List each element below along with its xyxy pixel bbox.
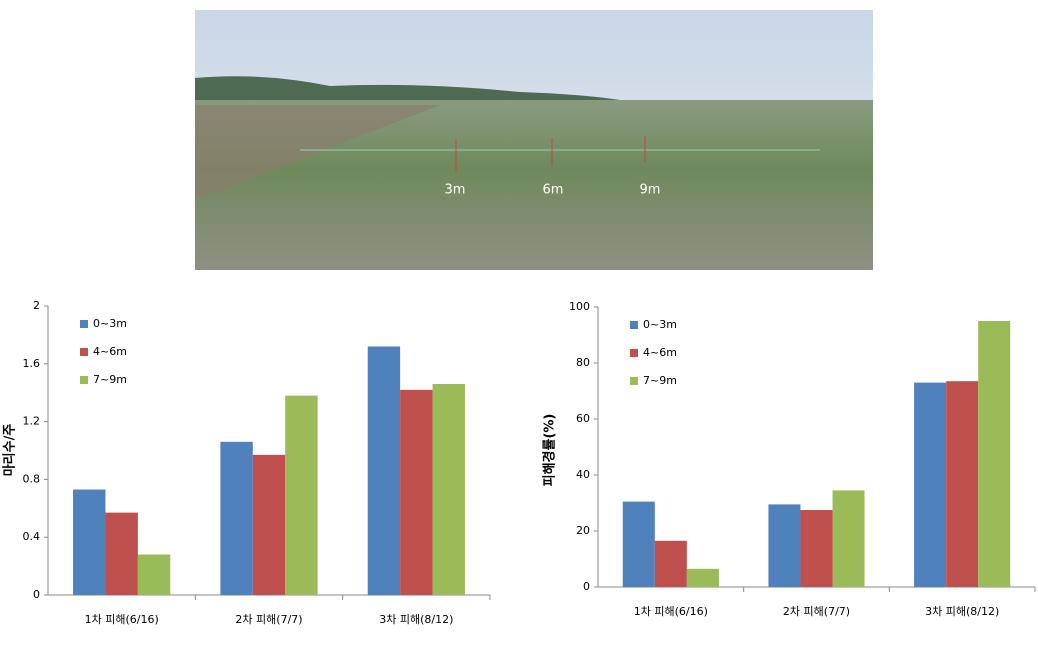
- legend-label: 0~3m: [93, 317, 127, 330]
- bar: [914, 382, 947, 587]
- legend-label: 0~3m: [643, 318, 677, 331]
- bar: [105, 512, 138, 595]
- bar: [978, 321, 1011, 587]
- x-tick-label: 1차 피해(6/16): [634, 604, 708, 618]
- y-tick-label: 2: [33, 299, 40, 312]
- bar: [686, 568, 719, 587]
- y-tick-label: 80: [576, 356, 590, 369]
- photo-label: 9m: [640, 183, 661, 198]
- bar: [768, 504, 801, 587]
- bar: [285, 395, 318, 595]
- x-tick-label: 3차 피해(8/12): [379, 612, 453, 626]
- x-tick-label: 1차 피해(6/16): [85, 612, 159, 626]
- bar: [432, 384, 465, 595]
- bar: [946, 381, 979, 587]
- x-tick-label: 3차 피해(8/12): [925, 604, 999, 618]
- photo: [195, 10, 873, 270]
- legend-swatch: [80, 348, 88, 356]
- bar: [654, 540, 687, 587]
- bar: [73, 489, 106, 595]
- y-tick-label: 60: [576, 412, 590, 425]
- y-tick-label: 40: [576, 468, 590, 481]
- y-tick-label: 100: [569, 300, 590, 313]
- legend-label: 7~9m: [643, 374, 677, 387]
- bar: [800, 510, 833, 587]
- legend-swatch: [630, 349, 638, 357]
- x-tick-label: 2차 피해(7/7): [235, 612, 302, 626]
- photo-label: 6m: [543, 183, 564, 198]
- y-tick-label: 0.4: [23, 530, 41, 543]
- bar: [622, 501, 655, 587]
- legend-label: 4~6m: [93, 345, 127, 358]
- y-tick-label: 0: [33, 588, 40, 601]
- bar: [367, 346, 401, 595]
- y-tick-label: 1.6: [23, 357, 41, 370]
- legend-swatch: [80, 320, 88, 328]
- bar: [220, 441, 253, 595]
- y-tick-label: 20: [576, 524, 590, 537]
- bar: [832, 490, 865, 587]
- y-axis-label: 마리수/주: [2, 424, 18, 477]
- legend-swatch: [630, 321, 638, 329]
- legend-label: 7~9m: [93, 373, 127, 386]
- legend-swatch: [630, 377, 638, 385]
- y-tick-label: 0: [583, 580, 590, 593]
- legend-label: 4~6m: [643, 346, 677, 359]
- y-tick-label: 0.8: [23, 472, 41, 485]
- bar: [252, 454, 286, 595]
- x-tick-label: 2차 피해(7/7): [783, 604, 850, 618]
- y-axis-label: 피해경률(%): [542, 414, 558, 487]
- bar: [400, 389, 433, 595]
- photo-label: 3m: [445, 183, 466, 198]
- y-tick-label: 1.2: [23, 415, 41, 428]
- legend-swatch: [80, 376, 88, 384]
- bar: [137, 554, 171, 595]
